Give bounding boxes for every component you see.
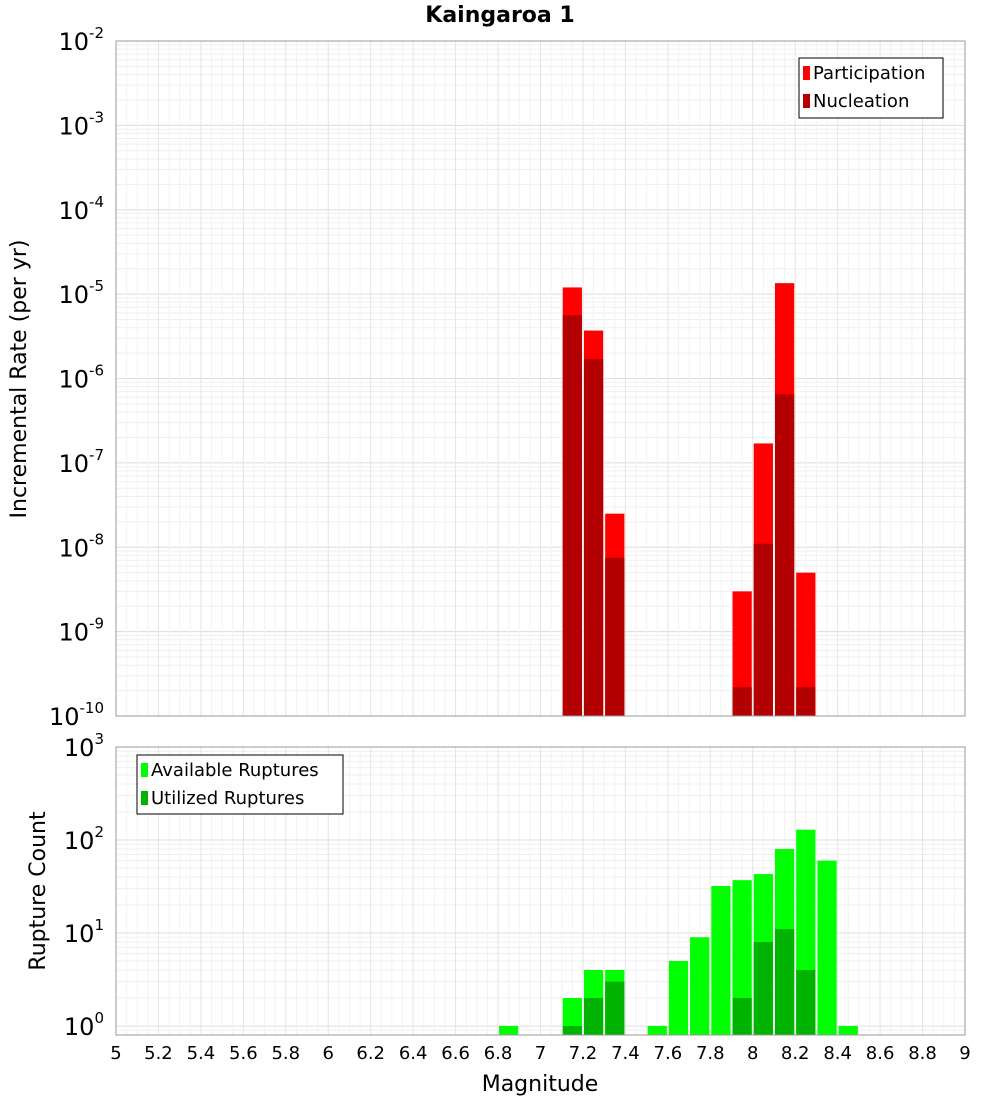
- count-legend: Available Ruptures Utilized Ruptures: [136, 754, 344, 815]
- count-bar-utilized-ruptures: Utilized Ruptures: 3: [605, 981, 625, 1035]
- x-axis-label: Magnitude: [482, 1072, 599, 1097]
- rate-y-tick-label: 10-4: [58, 193, 104, 225]
- x-tick-label: 9: [959, 1043, 970, 1064]
- legend-swatch-participation: [803, 66, 810, 80]
- count-bar-utilized-ruptures: Utilized Ruptures: 4: [796, 969, 816, 1035]
- count-y-tick-label: 102: [64, 823, 104, 855]
- chart-title: Kaingaroa 1: [425, 3, 574, 28]
- count-bar-available-ruptures: Available Ruptures: 9: [690, 937, 710, 1035]
- count-bar-utilized-ruptures: Utilized Ruptures: 2: [732, 997, 752, 1035]
- x-tick-label: 6.8: [484, 1043, 513, 1064]
- count-bar-utilized-ruptures: Utilized Ruptures: 2: [583, 997, 604, 1035]
- count-bar-available-ruptures: Available Ruptures: 1: [499, 1025, 519, 1035]
- x-tick-label: 6: [323, 1043, 334, 1064]
- x-tick-label: 6.2: [356, 1043, 385, 1064]
- rate-panel: Participation: 0.000012Participation: 0.…: [7, 24, 966, 731]
- rate-y-tick-label: 10-9: [58, 615, 104, 647]
- x-tick-label: 6.4: [399, 1043, 428, 1064]
- x-tick-label: 8: [747, 1043, 758, 1064]
- x-tick-label: 8.2: [781, 1043, 810, 1064]
- rate-legend: Participation Nucleation: [798, 57, 944, 119]
- rate-y-tick-label: 10-2: [58, 24, 104, 56]
- rate-bar-participation: Participation: 3e-9: [732, 591, 752, 716]
- rate-y-ticks: 10-10 10-9 10-8 10-7 10-6 10-5 10-4 10-3 10-2: [49, 24, 104, 731]
- count-bar-utilized-ruptures: Utilized Ruptures: 8: [753, 942, 773, 1035]
- rate-bar-nucleation: Nucleation: 0.0000017: [583, 359, 604, 716]
- rate-legend-box: [798, 57, 944, 119]
- rate-bar-nucleation: Nucleation: 1.1e-8: [753, 543, 773, 716]
- legend-label-nucleation: Nucleation: [813, 91, 909, 112]
- rate-plot-border: [115, 40, 966, 717]
- x-tick-label: 5.6: [229, 1043, 258, 1064]
- x-tick-label: 7: [535, 1043, 546, 1064]
- rate-bar-nucleation: Nucleation: 0.0000056: [562, 315, 582, 716]
- x-tick-label: 7.4: [611, 1043, 640, 1064]
- count-bar-available-ruptures: Available Ruptures: 37: [732, 880, 752, 1035]
- count-bar-available-ruptures: Available Ruptures: 60: [817, 860, 837, 1035]
- count-y-tick-label: 101: [64, 916, 104, 948]
- count-bar-available-ruptures: Available Ruptures: 1: [647, 1025, 667, 1035]
- legend-swatch-available: [141, 763, 148, 777]
- legend-label-utilized: Utilized Ruptures: [151, 788, 304, 809]
- x-tick-label: 7.8: [696, 1043, 725, 1064]
- x-tick-label: 6.6: [441, 1043, 470, 1064]
- count-plot-border: [115, 746, 966, 1036]
- rate-bar-nucleation: Nucleation: 2.2e-10: [732, 687, 752, 716]
- count-bar-available-ruptures: Available Ruptures: 1: [838, 1025, 858, 1035]
- count-bar-utilized-ruptures: Utilized Ruptures: 1: [562, 1025, 582, 1035]
- rate-y-tick-label: 10-3: [58, 108, 104, 140]
- x-tick-label: 7.6: [654, 1043, 683, 1064]
- rate-y-axis-label: Incremental Rate (per yr): [7, 240, 32, 519]
- rate-bar-nucleation: Nucleation: 6.5e-7: [774, 394, 795, 716]
- rate-y-tick-label: 10-6: [58, 362, 104, 394]
- count-bar-available-ruptures: Available Ruptures: 5: [668, 960, 689, 1035]
- rate-y-tick-label: 10-7: [58, 446, 104, 478]
- x-tick-label: 8.6: [866, 1043, 895, 1064]
- rate-bars: Participation: 0.000012Participation: 0.…: [562, 283, 816, 716]
- count-legend-box: [136, 754, 344, 815]
- x-tick-label: 5.2: [144, 1043, 173, 1064]
- x-tick-label: 8.4: [823, 1043, 852, 1064]
- count-y-ticks: 100 101 102 103: [64, 730, 104, 1041]
- x-tick-label: 7.2: [569, 1043, 598, 1064]
- count-y-tick-label: 100: [64, 1009, 104, 1041]
- x-tick-label: 5: [110, 1043, 121, 1064]
- count-y-tick-label: 103: [64, 730, 104, 762]
- x-tick-label: 5.4: [187, 1043, 216, 1064]
- legend-label-available: Available Ruptures: [151, 760, 319, 781]
- legend-swatch-utilized: [141, 791, 148, 805]
- rate-gridlines: [115, 41, 966, 717]
- rate-bar-nucleation: Nucleation: 7.5e-9: [605, 557, 625, 716]
- x-tick-label: 8.8: [908, 1043, 937, 1064]
- rate-bar-nucleation: Nucleation: 2.2e-10: [796, 687, 816, 716]
- x-tick-label: 5.8: [271, 1043, 300, 1064]
- count-bar-available-ruptures: Available Ruptures: 32: [711, 886, 731, 1035]
- legend-label-participation: Participation: [813, 63, 925, 84]
- count-y-axis-label: Rupture Count: [26, 811, 51, 971]
- legend-swatch-nucleation: [803, 94, 810, 108]
- rate-y-tick-label: 10-8: [58, 530, 104, 562]
- rate-bar-participation: Participation: 5e-9: [796, 572, 816, 716]
- count-bars: Available Ruptures: 1Available Ruptures:…: [499, 829, 858, 1035]
- magnitude-x-ticks: 5 5.2 5.4 5.6 5.8 6 6.2 6.4 6.6 6.8 7 7.2 7.4 7.6 7.8 8…: [110, 1043, 970, 1064]
- count-bar-available-ruptures: Available Ruptures: 2: [562, 997, 582, 1035]
- rate-y-tick-label: 10-10: [49, 699, 104, 731]
- rate-y-tick-label: 10-5: [58, 277, 104, 309]
- count-panel: Available Ruptures: 1Available Ruptures:…: [26, 730, 971, 1097]
- count-bar-utilized-ruptures: Utilized Ruptures: 11: [774, 929, 795, 1035]
